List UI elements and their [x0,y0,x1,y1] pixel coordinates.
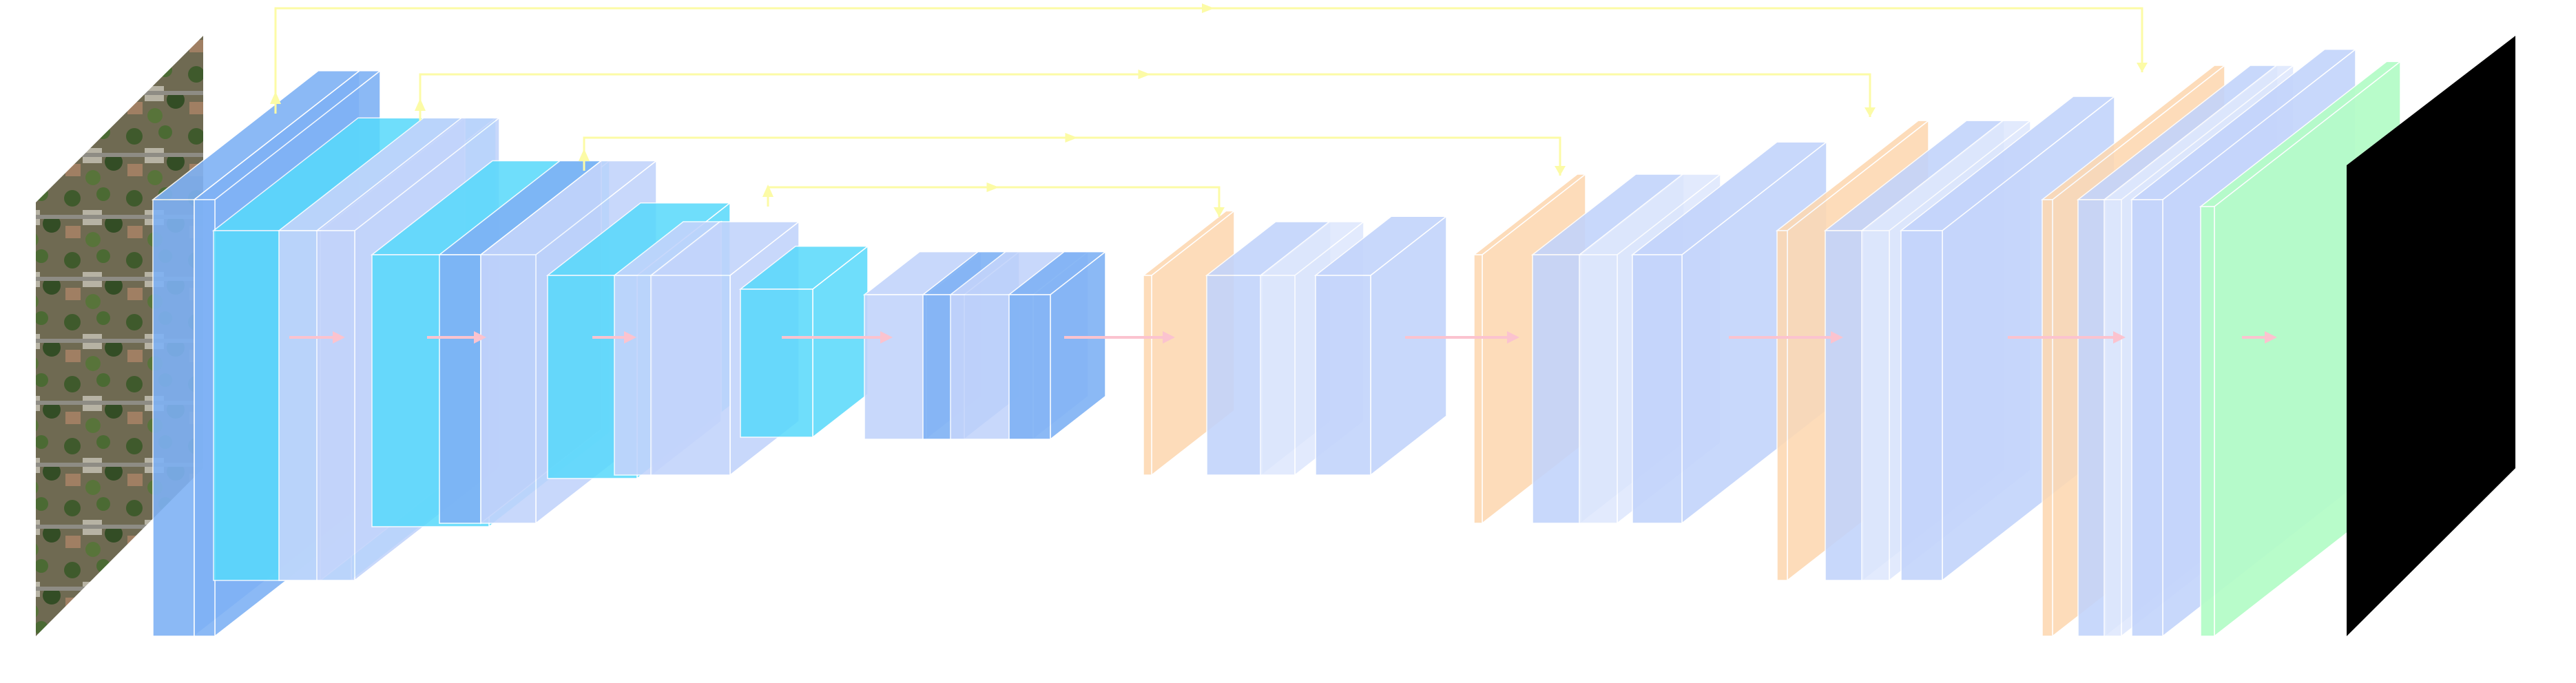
skip-connection-arrow [762,182,1225,217]
flow-arrow [2242,331,2277,344]
flow-arrow [1729,331,1843,344]
flow-arrow [782,331,893,344]
decoder-1-conv-c [1313,215,1448,476]
encoder-4-activation [738,245,870,439]
flow-arrow [2008,331,2126,344]
flow-arrow [289,331,345,344]
flow-arrow [1064,331,1175,344]
output-mask [2347,36,2515,636]
skip-connection-arrow [415,70,1876,120]
skip-connection-arrow [270,3,2148,114]
flow-arrow [592,331,636,344]
skip-connection-arrow [579,133,1566,176]
flow-arrow [1405,331,1519,344]
flow-arrow [427,331,486,344]
bottleneck-conv-d [1007,251,1108,441]
